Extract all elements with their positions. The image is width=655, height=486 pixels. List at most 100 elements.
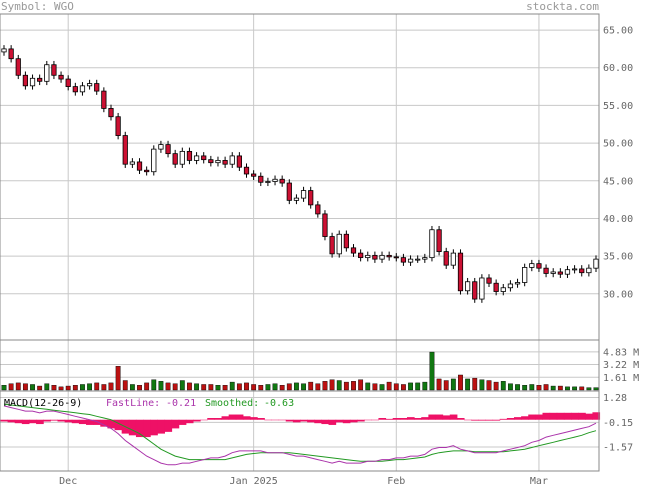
macd-panel [0, 403, 601, 466]
candle-body [486, 277, 492, 284]
macd-histogram-bar-12 [86, 419, 94, 425]
volume-bar-51 [365, 382, 371, 391]
macd-histogram-bar-70 [499, 418, 508, 420]
candle-27 [193, 152, 200, 165]
macd-title: MACD(12-26-9) [4, 398, 82, 409]
macd-histogram-bar-80 [571, 412, 579, 420]
macd-histogram-bar-51 [364, 419, 372, 421]
macd-histogram-bar-60 [428, 414, 437, 420]
volume-bar-49 [351, 381, 356, 391]
candle-82 [586, 264, 592, 277]
macd-histogram-bar-74 [528, 414, 536, 420]
candle-body [315, 204, 321, 215]
macd-tick-label: -0.15 [603, 418, 633, 429]
volume-bar-71 [507, 383, 513, 391]
candle-body [144, 169, 150, 173]
candle-body [393, 256, 399, 259]
candle-body [579, 268, 585, 274]
macd-histogram-bar-59 [421, 417, 429, 420]
macd-histogram-bar-30 [214, 418, 223, 420]
candle-body [243, 166, 250, 175]
volume-bar-1 [8, 383, 14, 391]
price-tick-label: 35.00 [603, 252, 633, 263]
candle-body [443, 251, 449, 266]
volume-bar-23 [165, 382, 171, 391]
candle-body [522, 267, 528, 283]
macd-histogram-bar-71 [506, 418, 515, 420]
candle-4 [29, 74, 36, 90]
candle-body [365, 254, 371, 259]
volume-bar-25 [179, 380, 185, 391]
volume-tick-label: 1.61 M [603, 373, 639, 384]
volume-bar-56 [401, 384, 406, 391]
candle-44 [315, 201, 321, 218]
candle-body [101, 90, 107, 109]
volume-bar-68 [486, 380, 492, 391]
volume-bar-0 [1, 385, 7, 391]
candle-26 [186, 147, 193, 165]
candle-64 [457, 249, 464, 295]
candle-body [8, 48, 14, 60]
candle-body [550, 271, 556, 274]
volume-bar-14 [101, 384, 107, 391]
volume-bar-30 [215, 385, 221, 391]
candle-body [358, 252, 364, 259]
macd-histogram-bar-23 [164, 419, 173, 432]
candle-81 [579, 265, 585, 277]
macd-histogram-bar-28 [200, 419, 208, 421]
volume-bar-41 [294, 382, 299, 391]
macd-histogram-bar-82 [585, 413, 593, 420]
macd-histogram-bar-44 [314, 419, 322, 424]
volume-bar-58 [415, 382, 421, 391]
candle-body [514, 282, 521, 285]
candle-body [422, 257, 428, 260]
candle-body [465, 281, 471, 292]
macd-histogram-bar-45 [321, 419, 330, 425]
candle-body [272, 178, 278, 182]
candle-80 [571, 265, 578, 274]
candle-body [158, 144, 164, 150]
macd-histogram-bar-73 [521, 416, 529, 420]
volume-bar-43 [308, 381, 314, 391]
candle-body [557, 271, 563, 275]
volume-bar-28 [201, 384, 207, 391]
candle-body [372, 254, 378, 260]
candle-38 [272, 175, 278, 186]
macd-histogram-bar-7 [50, 419, 58, 421]
macd-histogram-bar-34 [242, 416, 251, 420]
candle-60 [429, 225, 435, 262]
macd-histogram-bar-29 [207, 418, 215, 420]
macd-histogram-bar-39 [278, 419, 287, 421]
macd-histogram-bar-55 [392, 418, 401, 420]
volume-bar-83 [593, 387, 599, 391]
candle-17 [122, 131, 128, 168]
site-label[interactable]: stockta.com [526, 0, 599, 13]
macd-tick-label: -1.57 [603, 442, 633, 453]
candle-41 [293, 194, 300, 205]
candle-body [293, 197, 300, 201]
volume-bar-39 [279, 385, 285, 391]
candle-15 [108, 104, 114, 121]
candle-body [215, 160, 221, 164]
macd-histogram-bar-37 [264, 419, 272, 421]
macd-histogram-bar-33 [235, 414, 244, 420]
candle-11 [79, 82, 86, 96]
candle-body [37, 77, 43, 82]
macd-histogram-bar-18 [128, 419, 137, 436]
volume-bar-8 [58, 386, 64, 391]
volume-bar-69 [493, 381, 499, 391]
candle-68 [486, 274, 492, 288]
candle-45 [322, 210, 328, 241]
volume-bar-18 [129, 384, 135, 391]
macd-histogram-bar-65 [464, 419, 472, 421]
smoothed-value: -0.63 [264, 398, 294, 409]
candle-76 [543, 264, 549, 278]
candle-body [108, 108, 114, 118]
candle-51 [365, 251, 371, 262]
candle-13 [94, 79, 100, 95]
candle-body [186, 150, 193, 161]
candle-body [51, 64, 57, 76]
volume-bar-4 [30, 384, 35, 391]
candle-69 [493, 279, 499, 296]
